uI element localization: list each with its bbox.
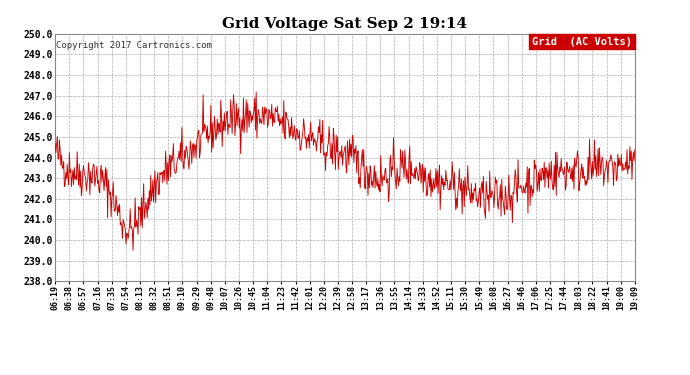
Text: Grid  (AC Volts): Grid (AC Volts) [532,36,632,46]
Text: Copyright 2017 Cartronics.com: Copyright 2017 Cartronics.com [57,41,213,50]
Title: Grid Voltage Sat Sep 2 19:14: Grid Voltage Sat Sep 2 19:14 [222,17,468,31]
